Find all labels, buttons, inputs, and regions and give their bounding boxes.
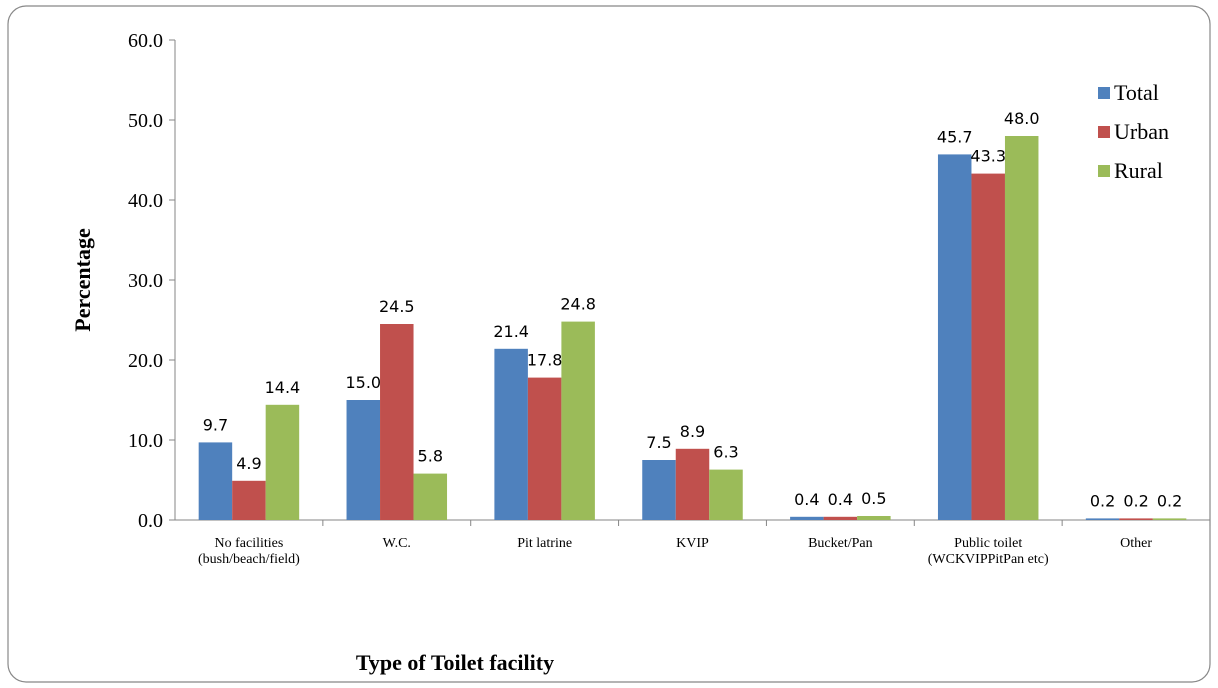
value-label: 0.2 bbox=[1090, 491, 1115, 510]
legend-swatch bbox=[1098, 87, 1110, 99]
bar bbox=[642, 460, 676, 520]
legend-label: Urban bbox=[1114, 119, 1169, 144]
y-tick-label: 40.0 bbox=[128, 190, 163, 212]
bar bbox=[937, 154, 972, 520]
value-label: 17.8 bbox=[527, 351, 563, 370]
bar bbox=[561, 321, 595, 520]
value-label: 6.3 bbox=[713, 443, 738, 462]
chart-border bbox=[7, 5, 1211, 683]
y-tick-label: 30.0 bbox=[128, 270, 163, 292]
y-tick-label: 50.0 bbox=[128, 110, 163, 132]
y-tick-label: 0.0 bbox=[138, 510, 163, 532]
value-label: 21.4 bbox=[493, 322, 529, 341]
x-axis-title: Type of Toilet facility bbox=[356, 650, 554, 675]
y-tick-label: 60.0 bbox=[128, 30, 163, 52]
y-tick-label: 20.0 bbox=[128, 350, 163, 372]
x-tick-label: KVIP bbox=[676, 536, 709, 551]
value-label: 43.3 bbox=[970, 147, 1006, 166]
bar bbox=[1004, 136, 1039, 520]
bar bbox=[413, 473, 448, 520]
value-label: 9.7 bbox=[203, 415, 228, 434]
x-tick-label: W.C. bbox=[382, 536, 411, 551]
y-axis-title: Percentage bbox=[70, 228, 95, 332]
bar bbox=[232, 480, 266, 520]
value-label: 0.5 bbox=[861, 489, 886, 508]
value-label: 24.8 bbox=[560, 295, 596, 314]
value-label: 4.9 bbox=[236, 454, 261, 473]
x-tick-label: No facilities (bush/beach/field) bbox=[197, 536, 300, 567]
bar bbox=[1085, 518, 1120, 520]
value-label: 5.8 bbox=[418, 447, 443, 466]
value-label: 7.5 bbox=[646, 433, 671, 452]
bar bbox=[823, 516, 858, 520]
legend-label: Total bbox=[1114, 80, 1159, 105]
x-tick-label: Bucket/Pan bbox=[808, 536, 873, 551]
bar bbox=[346, 400, 381, 520]
value-label: 14.4 bbox=[265, 378, 301, 397]
x-tick-label: Other bbox=[1120, 536, 1152, 551]
value-label: 45.7 bbox=[937, 127, 973, 146]
value-label: 0.2 bbox=[1157, 491, 1182, 510]
legend-swatch bbox=[1098, 165, 1110, 177]
value-label: 24.5 bbox=[379, 297, 415, 316]
bar bbox=[971, 173, 1005, 520]
value-label: 15.0 bbox=[345, 373, 381, 392]
x-tick-label: Pit latrine bbox=[517, 536, 573, 551]
bar bbox=[527, 377, 562, 520]
value-label: 0.4 bbox=[828, 490, 853, 509]
legend-label: Rural bbox=[1114, 158, 1163, 183]
legend-swatch bbox=[1098, 126, 1110, 138]
x-tick-label: Public toilet (WCKVIPPitPan etc) bbox=[927, 536, 1049, 567]
bar bbox=[790, 516, 824, 520]
bar bbox=[198, 442, 233, 520]
bar bbox=[265, 404, 300, 520]
value-label: 0.4 bbox=[794, 490, 819, 509]
value-label: 48.0 bbox=[1004, 109, 1040, 128]
bar bbox=[857, 516, 891, 520]
value-label: 8.9 bbox=[680, 422, 705, 441]
bar bbox=[380, 324, 414, 520]
bar bbox=[494, 348, 528, 520]
bar bbox=[1119, 518, 1153, 520]
bar bbox=[1152, 518, 1187, 520]
bar bbox=[709, 469, 743, 520]
bar bbox=[675, 448, 710, 520]
y-tick-label: 10.0 bbox=[128, 430, 163, 452]
value-label: 0.2 bbox=[1123, 491, 1148, 510]
